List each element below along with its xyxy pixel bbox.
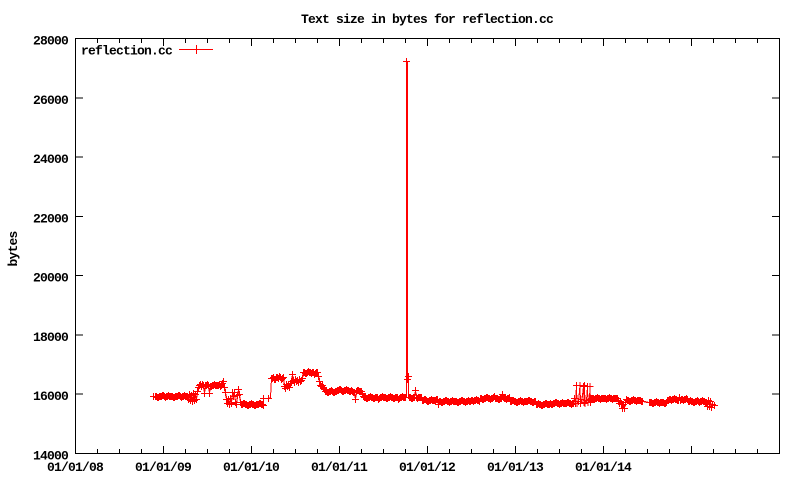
- svg-text:01/01/10: 01/01/10: [223, 460, 280, 475]
- svg-text:01/01/13: 01/01/13: [487, 460, 544, 475]
- svg-text:26000: 26000: [33, 93, 69, 108]
- svg-text:16000: 16000: [33, 389, 69, 404]
- svg-text:01/01/12: 01/01/12: [399, 460, 456, 475]
- svg-text:01/01/08: 01/01/08: [47, 460, 104, 475]
- svg-text:20000: 20000: [33, 271, 69, 286]
- svg-text:18000: 18000: [33, 330, 69, 345]
- svg-text:01/01/14: 01/01/14: [575, 460, 632, 475]
- svg-text:reflection.cc: reflection.cc: [81, 44, 173, 59]
- svg-text:28000: 28000: [33, 34, 69, 49]
- svg-text:Text size in bytes for reflect: Text size in bytes for reflection.cc: [301, 12, 554, 27]
- svg-text:01/01/11: 01/01/11: [311, 460, 368, 475]
- svg-text:22000: 22000: [33, 211, 69, 226]
- svg-text:bytes: bytes: [6, 231, 21, 267]
- svg-text:24000: 24000: [33, 152, 69, 167]
- svg-text:14000: 14000: [33, 449, 69, 464]
- svg-text:01/01/09: 01/01/09: [135, 460, 192, 475]
